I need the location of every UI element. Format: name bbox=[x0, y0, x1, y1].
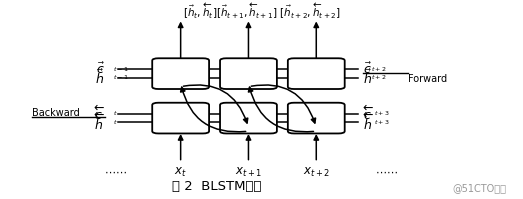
FancyBboxPatch shape bbox=[288, 58, 345, 89]
Text: $_{t+2}$: $_{t+2}$ bbox=[371, 73, 386, 82]
Text: Backward: Backward bbox=[32, 108, 79, 118]
Text: $\cdots\cdots$: $\cdots\cdots$ bbox=[104, 167, 127, 177]
Text: $\overleftarrow{c}$: $\overleftarrow{c}$ bbox=[363, 105, 374, 123]
Text: $\vec{c}$: $\vec{c}$ bbox=[96, 62, 105, 77]
Text: $\vec{c}$: $\vec{c}$ bbox=[363, 62, 372, 77]
Text: $\overleftarrow{h}$: $\overleftarrow{h}$ bbox=[363, 112, 374, 133]
Text: $\overleftarrow{c}$: $\overleftarrow{c}$ bbox=[94, 105, 105, 123]
FancyBboxPatch shape bbox=[288, 103, 345, 134]
Text: $\overleftarrow{h}$: $\overleftarrow{h}$ bbox=[94, 112, 105, 133]
Text: $_{t-1}$: $_{t-1}$ bbox=[113, 73, 129, 82]
Text: $x_{t+1}$: $x_{t+1}$ bbox=[235, 166, 262, 179]
Text: $_{t+3}$: $_{t+3}$ bbox=[373, 109, 390, 118]
Text: @51CTO博客: @51CTO博客 bbox=[453, 183, 507, 193]
Text: $x_{t+2}$: $x_{t+2}$ bbox=[303, 166, 330, 179]
FancyBboxPatch shape bbox=[220, 103, 277, 134]
FancyBboxPatch shape bbox=[220, 58, 277, 89]
Text: 图 2  BLSTM结构: 图 2 BLSTM结构 bbox=[173, 180, 262, 193]
Text: $_{t+3}$: $_{t+3}$ bbox=[373, 118, 390, 127]
Text: $[\vec{h}_t,\overleftarrow{h}_t][\vec{h}_{t+1},\overleftarrow{h}_{t+1}]\ [\vec{h: $[\vec{h}_t,\overleftarrow{h}_t][\vec{h}… bbox=[183, 2, 340, 21]
Text: $\cdots\cdots$: $\cdots\cdots$ bbox=[375, 167, 398, 177]
Text: $_t$: $_t$ bbox=[113, 109, 118, 118]
Text: $_{t-1}$: $_{t-1}$ bbox=[113, 65, 129, 74]
Text: $\vec{h}$: $\vec{h}$ bbox=[363, 69, 373, 87]
Text: $_t$: $_t$ bbox=[113, 118, 118, 127]
Text: $_{t+2}$: $_{t+2}$ bbox=[371, 65, 386, 74]
Text: Forward: Forward bbox=[407, 74, 447, 84]
FancyBboxPatch shape bbox=[152, 103, 209, 134]
Text: $x_t$: $x_t$ bbox=[174, 166, 187, 179]
FancyBboxPatch shape bbox=[152, 58, 209, 89]
Text: $\vec{h}$: $\vec{h}$ bbox=[96, 69, 105, 87]
